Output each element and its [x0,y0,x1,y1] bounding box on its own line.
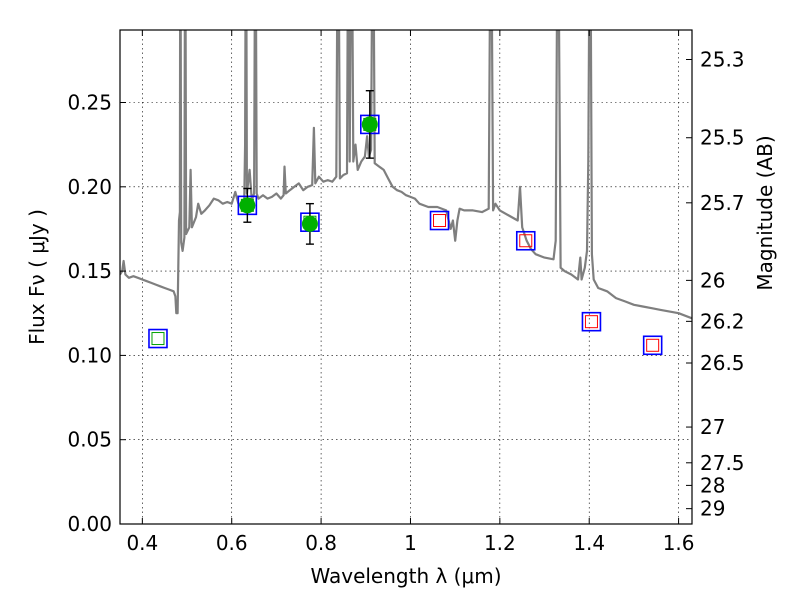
plot-area [120,30,692,356]
magnitude-tick-label: 28 [700,473,725,497]
model-point-inner [646,338,660,352]
axis-ticks: 0.4 0.6 0.8 1 1.2 1.4 1.6 0.00 0.05 0.10 0.15 0.20 0… [67,30,745,555]
spectrum-line [120,30,692,320]
model-point-inner [433,214,447,228]
magnitude-tick-label: 26 [700,268,725,292]
magnitude-tick-label: 26.5 [700,351,745,375]
model-point-inner [519,234,533,248]
y-tick-label: 0.25 [67,90,112,114]
model-point-outer [148,328,168,349]
plot-frame [119,29,693,525]
y-tick-label: 0.10 [67,343,112,367]
magnitude-tick-label: 25.3 [700,48,745,72]
x-tick-label: 0.8 [305,531,337,555]
magnitude-tick-label: 29 [700,497,725,521]
x-tick-label: 1.6 [663,531,695,555]
magnitude-tick-label: 25.5 [700,126,745,150]
x-tick-label: 0.4 [126,531,158,555]
y-tick-label: 0.15 [67,259,112,283]
model-point-outer [581,311,602,332]
x-tick-label: 0.6 [216,531,248,555]
observed-point [239,197,256,214]
model-point-inner [151,332,165,346]
y-tick-label: 0.20 [67,175,112,199]
y-tick-label: 0.05 [67,428,112,452]
observed-point [361,116,378,133]
magnitude-tick-label: 25.7 [700,191,745,215]
x-tick-label: 1.4 [573,531,605,555]
magnitude-tick-label: 27 [700,415,725,439]
model-point-outer [429,210,450,231]
observed-point [301,215,318,232]
model-point-outer [642,335,663,356]
magnitude-tick-label: 27.5 [700,451,745,475]
model-point-outer [515,230,536,251]
model-point-inner [584,315,598,329]
right-axis-label: Magnitude (AB) [753,135,777,290]
x-tick-label: 1 [404,531,417,555]
y-axis-label: Flux Fν ( μJy ) [25,209,49,345]
y-tick-label: 0.00 [67,512,112,536]
magnitude-tick-label: 26.2 [700,309,745,333]
x-tick-label: 1.2 [484,531,516,555]
x-axis-label: Wavelength λ (μm) [310,564,501,588]
